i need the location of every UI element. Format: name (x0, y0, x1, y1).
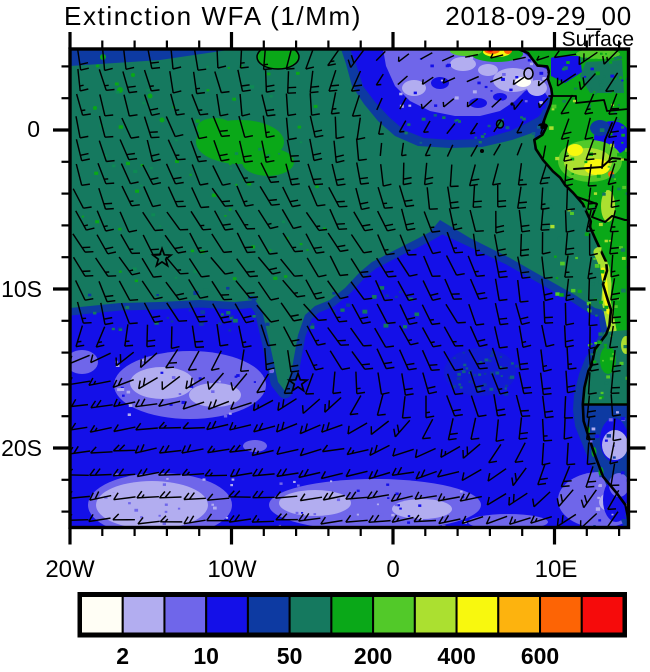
svg-text:2: 2 (116, 643, 129, 667)
svg-text:0: 0 (27, 116, 40, 142)
svg-text:20S: 20S (1, 435, 42, 461)
svg-text:0: 0 (386, 556, 399, 583)
svg-text:20W: 20W (45, 556, 95, 583)
svg-text:600: 600 (521, 643, 559, 667)
svg-text:50: 50 (277, 643, 303, 667)
svg-text:10S: 10S (1, 276, 42, 302)
svg-text:400: 400 (437, 643, 475, 667)
svg-text:2018-09-29_00: 2018-09-29_00 (445, 1, 632, 31)
svg-text:10: 10 (193, 643, 219, 667)
svg-text:200: 200 (354, 643, 392, 667)
svg-text:Surface: Surface (562, 28, 634, 51)
svg-text:10E: 10E (535, 556, 578, 583)
svg-text:Extinction WFA (1/Mm): Extinction WFA (1/Mm) (64, 1, 362, 31)
svg-text:10W: 10W (207, 556, 257, 583)
